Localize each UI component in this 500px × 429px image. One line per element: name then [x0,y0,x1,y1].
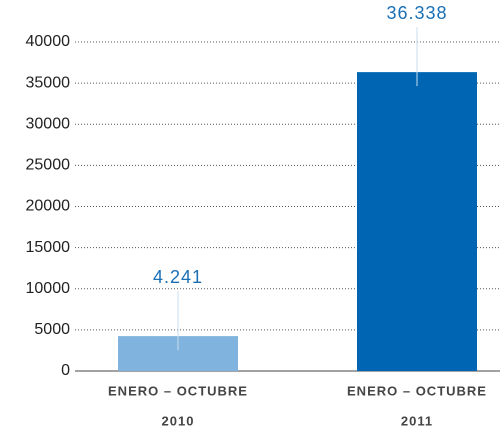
y-tick-label: 40000 [26,33,71,50]
x-tick-label: 2011 [401,413,433,428]
bar [357,72,477,372]
y-tick-label: 15000 [26,239,71,256]
x-tick-label: ENERO – OCTUBRE [347,383,487,398]
value-label: 4.241 [153,267,203,287]
y-tick-label: 20000 [26,198,71,215]
y-tick-label: 35000 [26,74,71,91]
y-tick-label: 10000 [26,280,71,297]
y-tick-label: 30000 [26,115,71,132]
value-label: 36.338 [386,3,447,23]
y-tick-label: 5000 [34,321,70,338]
y-tick-label: 25000 [26,157,71,174]
x-tick-label: ENERO – OCTUBRE [108,383,248,398]
x-tick-label: 2010 [162,413,195,428]
y-tick-label: 0 [61,362,70,379]
